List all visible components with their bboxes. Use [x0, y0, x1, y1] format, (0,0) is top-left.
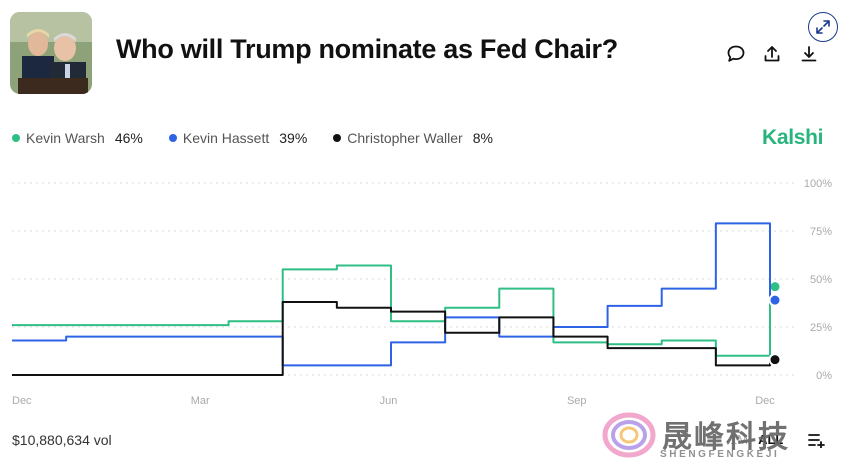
legend-label: Kevin Hassett [182, 130, 270, 146]
y-tick-label: 50% [810, 274, 832, 286]
range-selector: 1M ALL [730, 432, 783, 447]
download-icon[interactable] [797, 42, 821, 66]
watermark-logo-icon [602, 412, 656, 458]
y-tick-label: 0% [816, 370, 832, 382]
legend-label: Christopher Waller [347, 130, 463, 146]
share-icon[interactable] [760, 42, 784, 66]
x-tick-label: Jun [380, 395, 398, 407]
y-tick-label: 100% [804, 178, 832, 190]
comment-icon[interactable] [724, 42, 748, 66]
legend-pct: 46% [114, 130, 143, 146]
legend-dot [168, 134, 177, 142]
kalshi-logo: Kalshi [762, 126, 824, 149]
expand-icon[interactable] [808, 12, 838, 42]
legend-dot [333, 134, 342, 142]
x-tick-label: Dec [755, 395, 775, 407]
x-tick-label: Dec [12, 395, 32, 407]
y-tick-label: 25% [810, 322, 832, 334]
y-tick-label: 75% [810, 226, 832, 238]
price-history-chart[interactable]: 100% 75% 50% 25% 0% Dec Mar Jun Sep Dec [0, 170, 851, 410]
list-add-icon[interactable] [808, 432, 826, 453]
series-line-waller [12, 301, 771, 376]
legend-label: Kevin Warsh [26, 130, 105, 146]
legend-item-warsh[interactable]: Kevin Warsh 46% [12, 130, 143, 146]
legend-pct: 8% [472, 130, 493, 146]
range-1m-button[interactable]: 1M [730, 432, 749, 447]
end-marker-waller [768, 353, 782, 367]
x-tick-label: Mar [191, 395, 210, 407]
chart-legend: Kevin Warsh 46% Kevin Hassett 39% Christ… [12, 130, 493, 146]
watermark: 晟峰科技 SHENGFENGKEJI [600, 410, 796, 460]
end-marker-hassett [768, 293, 782, 307]
page-title: Who will Trump nominate as Fed Chair? [116, 34, 618, 64]
legend-item-hassett[interactable]: Kevin Hassett 39% [168, 130, 308, 146]
legend-item-waller[interactable]: Christopher Waller 8% [333, 130, 493, 146]
x-tick-label: Sep [567, 395, 587, 407]
volume-label: $10,880,634 vol [12, 432, 112, 448]
legend-pct: 39% [279, 130, 308, 146]
watermark-en: SHENGFENGKEJI [660, 449, 780, 460]
legend-dot [12, 134, 20, 142]
end-marker-warsh [768, 280, 782, 294]
market-thumbnail [10, 12, 92, 94]
watermark-cn: 晟峰科技 [662, 421, 790, 454]
range-all-button[interactable]: ALL [758, 432, 784, 447]
